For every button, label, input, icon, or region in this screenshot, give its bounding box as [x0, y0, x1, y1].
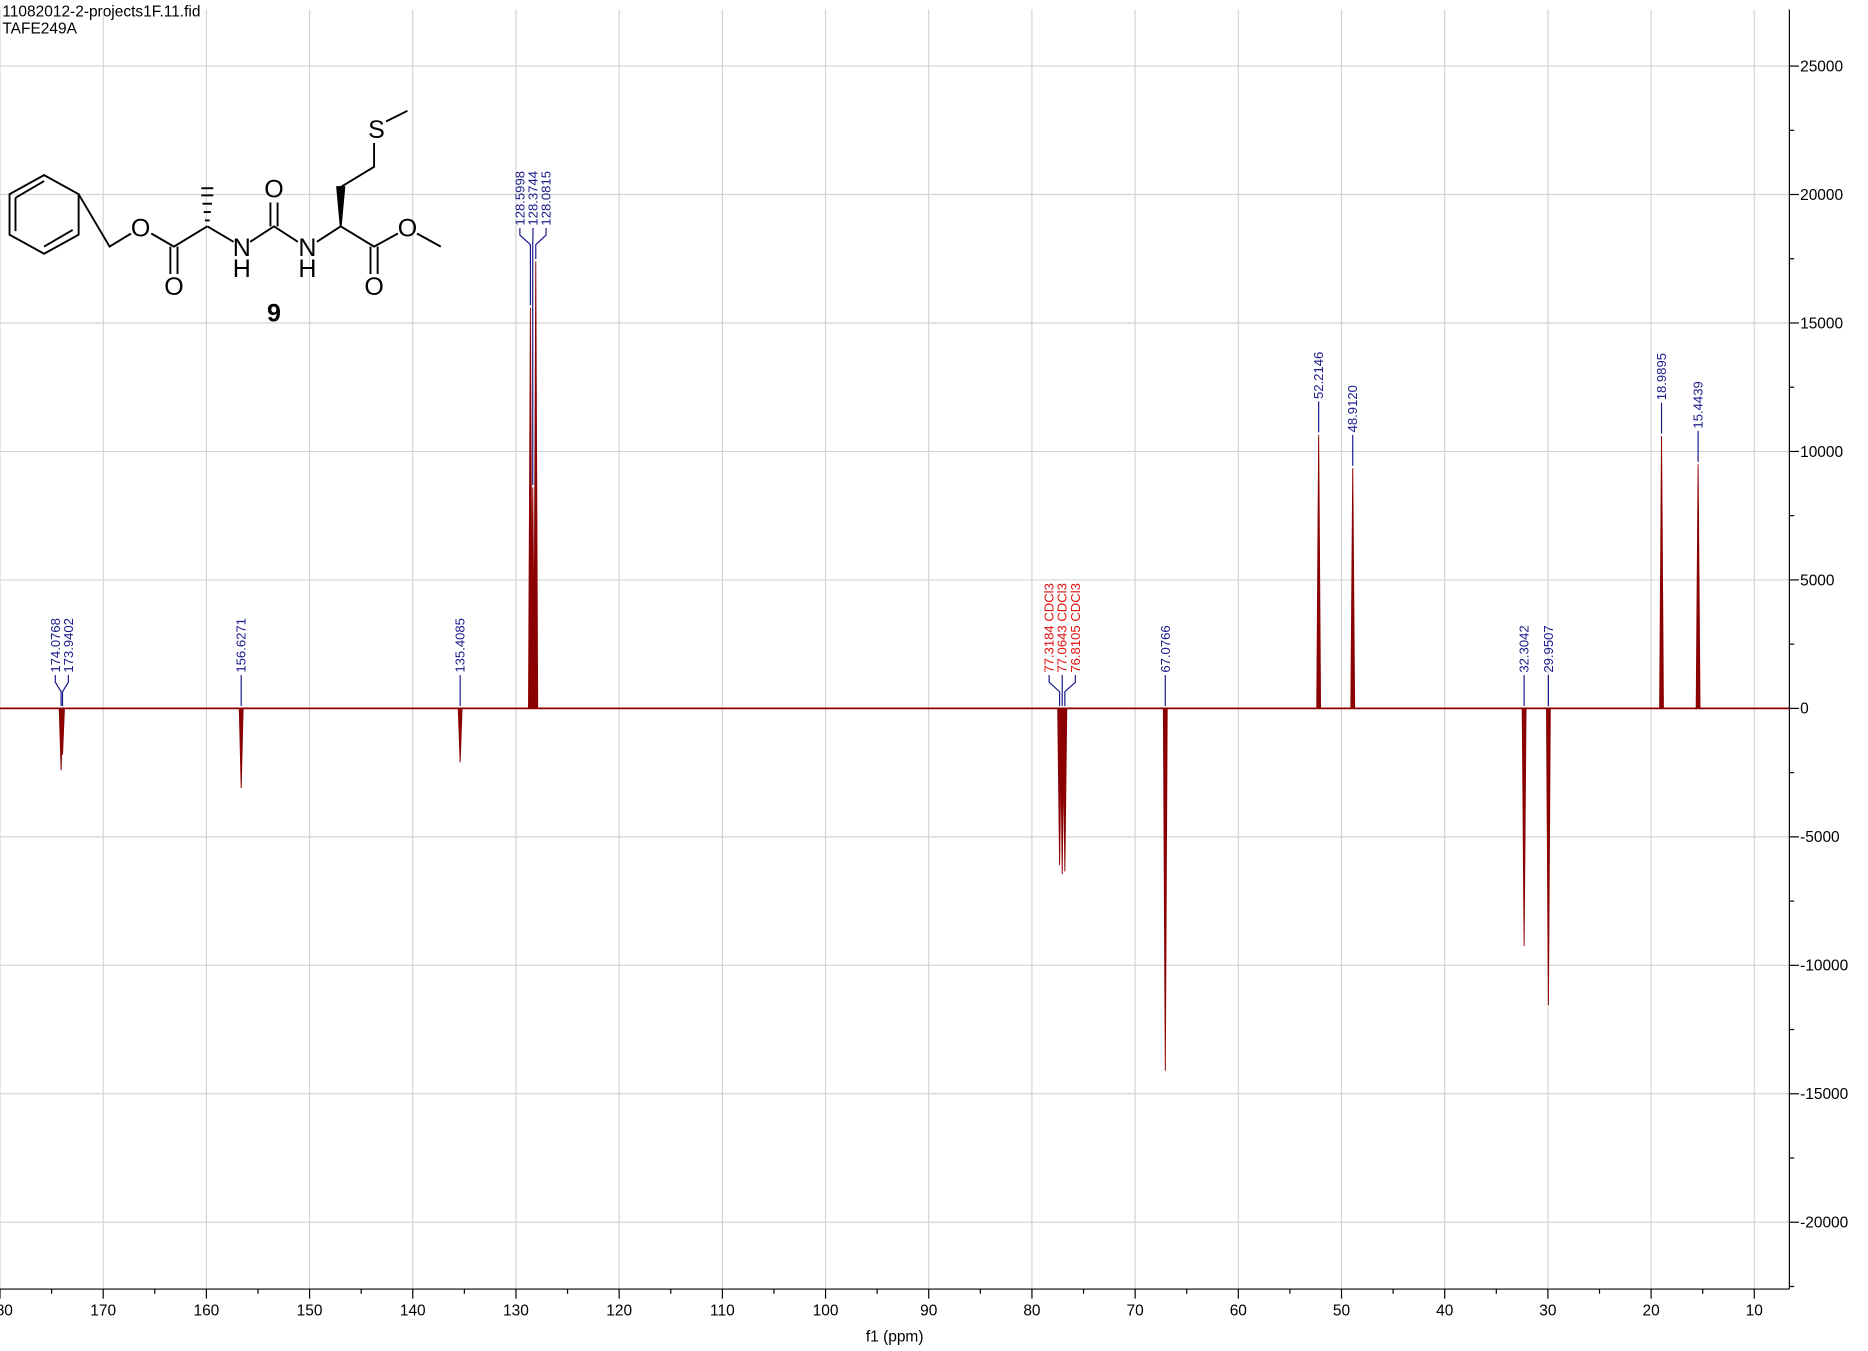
peak-label: 128.3744 [525, 171, 540, 226]
peak [1695, 464, 1701, 709]
x-tick-label: 160 [193, 1302, 219, 1319]
structure: O O N H O N H O O S 9 [8, 109, 442, 327]
peak-label: 77.3184 CDCl3 [1042, 583, 1057, 673]
atom: O [264, 175, 283, 203]
atom: O [364, 273, 383, 301]
x-tick-label: 130 [503, 1302, 529, 1319]
peak [1659, 436, 1664, 709]
bond [77, 193, 132, 248]
bond [43, 229, 74, 248]
atom: N [298, 234, 316, 262]
peak [1521, 708, 1527, 947]
label-connector [1048, 675, 1061, 707]
peak-label: 32.3042 [1517, 625, 1532, 672]
bond [15, 180, 45, 199]
label-connector [1064, 675, 1076, 707]
y-tick-label: 0 [1800, 701, 1809, 718]
atom: S [368, 116, 385, 144]
x-tick-label: 40 [1436, 1302, 1453, 1319]
compound-number: 9 [267, 299, 281, 327]
y-tick-label: 5000 [1800, 572, 1834, 589]
x-tick-label: 140 [400, 1302, 426, 1319]
x-tick-label: 80 [1023, 1302, 1040, 1319]
atom: N [233, 234, 251, 262]
peak [1546, 708, 1551, 1006]
benzene-ring [8, 174, 80, 255]
peak [457, 708, 463, 763]
peak-label: 77.0643 CDCl3 [1055, 583, 1070, 673]
bond [340, 225, 399, 248]
x-tick-label: 30 [1539, 1302, 1556, 1319]
x-tick-label: 50 [1333, 1302, 1350, 1319]
y-tick-label: -5000 [1800, 829, 1840, 846]
wedge-bond [336, 186, 346, 227]
x-tick-label: 100 [813, 1302, 839, 1319]
x-tick-label: 20 [1642, 1302, 1659, 1319]
peak-label: 18.9895 [1654, 353, 1669, 400]
peak-label: 174.0768 [48, 618, 63, 673]
x-tick-label: 180 [0, 1302, 13, 1319]
x-tick-label: 60 [1230, 1302, 1247, 1319]
x-tick-label: 120 [606, 1302, 632, 1319]
peak-label: 128.0815 [539, 171, 554, 226]
bond [150, 225, 208, 248]
peak [533, 261, 539, 709]
x-tick-label: 170 [90, 1302, 116, 1319]
atom: O [398, 215, 417, 243]
peak [60, 708, 65, 755]
peak [1162, 708, 1168, 1071]
bond [385, 109, 408, 123]
x-tick-label: 70 [1127, 1302, 1144, 1319]
peak [1350, 468, 1356, 709]
peak [1062, 708, 1068, 872]
label-connector [519, 227, 532, 306]
y-tick-label: 15000 [1800, 315, 1843, 332]
label-connector [535, 227, 547, 259]
peak-label: 135.4085 [453, 618, 468, 673]
label-connector [54, 675, 62, 707]
peak-label: 15.4439 [1691, 381, 1706, 428]
peak-label: 48.9120 [1345, 385, 1360, 432]
bond [206, 225, 234, 243]
peak [238, 708, 244, 789]
peak-label: 173.9402 [61, 618, 76, 673]
peak [1316, 434, 1322, 709]
bond [316, 225, 342, 243]
y-tick-label: 10000 [1800, 444, 1843, 461]
label-connector [61, 675, 69, 707]
x-tick-label: 10 [1746, 1302, 1763, 1319]
peak-label: 29.9507 [1541, 625, 1556, 672]
x-tick-label: 110 [710, 1302, 735, 1319]
peak-label: 76.8105 CDCl3 [1068, 583, 1083, 673]
bond [416, 232, 442, 248]
x-tick-label: 90 [920, 1302, 937, 1319]
x-axis-label: f1 (ppm) [866, 1328, 924, 1345]
y-tick-label: -20000 [1800, 1215, 1848, 1232]
x-tick-label: 150 [297, 1302, 323, 1319]
sample-name: TAFE249A [2, 20, 77, 37]
y-tick-label: -15000 [1800, 1086, 1848, 1103]
file-name: 11082012-2-projects1F.11.fid [2, 4, 200, 21]
hashed-bond [201, 187, 214, 222]
y-tick-label: 20000 [1800, 187, 1843, 204]
peak-label: 128.5998 [512, 171, 527, 226]
atom: O [164, 273, 183, 301]
atom: H [233, 255, 251, 283]
y-tick-label: 25000 [1800, 58, 1843, 75]
peak-label: 156.6271 [234, 618, 249, 673]
bond [340, 142, 376, 188]
bond [249, 225, 299, 243]
atom: H [298, 255, 316, 283]
peak-label: 67.0766 [1158, 625, 1173, 672]
atom: O [131, 215, 150, 243]
peak-label: 52.2146 [1311, 352, 1326, 399]
y-tick-label: -10000 [1800, 958, 1848, 975]
